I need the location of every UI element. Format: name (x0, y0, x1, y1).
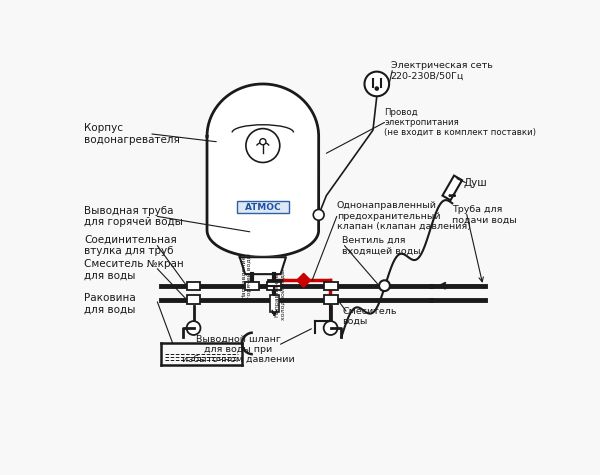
Text: Раковина
для воды: Раковина для воды (84, 293, 136, 314)
Bar (268, 282, 281, 290)
Text: Смеситель №кран
для воды: Смеситель №кран для воды (84, 259, 184, 281)
Text: Смеситель
воды: Смеситель воды (342, 307, 397, 326)
Bar (187, 282, 200, 290)
Polygon shape (240, 257, 286, 274)
Circle shape (454, 195, 455, 196)
Polygon shape (207, 84, 319, 257)
Text: Выводной шланг
для воды при
избыточном давлении: Выводной шланг для воды при избыточном д… (182, 335, 295, 364)
Text: Направление
холодной воды: Направление холодной воды (274, 269, 285, 321)
Text: Соединительная
втулка для труб: Соединительная втулка для труб (84, 235, 177, 256)
Circle shape (379, 280, 390, 291)
Circle shape (449, 195, 451, 196)
Circle shape (246, 129, 280, 162)
Bar (442, 176, 462, 200)
Text: Направление
горячей воды: Направление горячей воды (241, 254, 252, 299)
Bar (236, 201, 289, 213)
Text: Корпус
водонагревателя: Корпус водонагревателя (84, 123, 180, 145)
Circle shape (364, 72, 389, 96)
Circle shape (374, 86, 379, 91)
Text: Электрическая сеть
220-230В/50Гц: Электрическая сеть 220-230В/50Гц (391, 61, 493, 81)
Bar (323, 295, 338, 304)
Text: Выводная труба
для горячей воды: Выводная труба для горячей воды (84, 206, 183, 227)
Circle shape (323, 321, 338, 335)
Bar (187, 295, 200, 304)
Text: Вентиль для
входящей воды: Вентиль для входящей воды (342, 236, 421, 256)
Circle shape (260, 139, 266, 145)
Circle shape (313, 209, 324, 220)
Bar (323, 282, 338, 290)
Bar (245, 282, 259, 290)
Polygon shape (297, 274, 311, 287)
Text: АТМОС: АТМОС (245, 203, 281, 212)
Text: Однонаправленный
предохранительный
клапан (клапан давления): Однонаправленный предохранительный клапа… (337, 201, 471, 231)
Circle shape (451, 195, 453, 196)
Text: Душ: Душ (463, 178, 487, 188)
Text: Труба для
подачи воды: Труба для подачи воды (452, 205, 517, 225)
Text: Провод
электропитания
(не входит в комплект поставки): Провод электропитания (не входит в компл… (385, 107, 536, 137)
Circle shape (187, 321, 200, 335)
Bar (270, 295, 279, 312)
